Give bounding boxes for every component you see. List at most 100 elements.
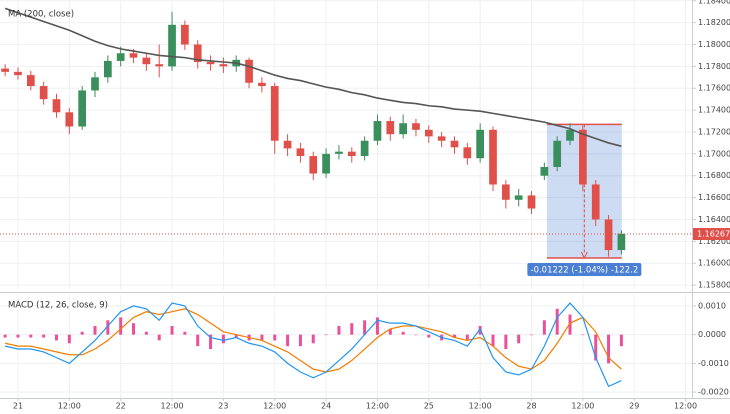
histogram-bar [80,331,84,335]
y-tick-label: 1.15800 [698,281,730,290]
x-tick-label: 12:00 [58,402,81,411]
y-tick-label: 0.0000 [698,330,726,339]
x-tick-label: 22 [116,402,126,411]
measure-label-box [527,262,642,276]
histogram-bar [452,334,456,338]
candle-body [386,121,395,135]
candle-body [566,129,574,141]
candle-body [129,53,138,58]
candle-body [245,59,253,83]
candle-body [437,136,446,141]
candle-body [450,140,459,148]
candle-body [412,123,420,130]
candle-body [489,129,497,185]
candle-body [1,68,9,72]
y-tick-label: 1.17400 [698,106,730,115]
candle-body [424,129,433,137]
histogram-bar [504,334,508,350]
candle-body [335,151,343,154]
histogram-bar [119,317,123,335]
histogram-bar [106,320,110,335]
histogram-bar [388,328,392,335]
histogram-bar [607,334,611,364]
candle-body [26,75,35,87]
candle-body [193,44,202,63]
histogram-bar [54,334,58,341]
histogram-bar [170,326,174,335]
histogram-bar [311,334,315,344]
histogram-bar [16,334,20,338]
candle-body [116,53,125,61]
candle-body [463,147,472,159]
y-tick-label: 1.16400 [698,215,730,224]
candle-body [501,184,510,200]
candle-body [476,129,485,159]
macd-line [5,308,622,373]
candle-body [270,86,279,141]
histogram-bar [234,334,238,338]
ma-line [4,7,622,147]
x-tick-label: 12:00 [161,402,184,411]
histogram-bar [555,308,559,335]
histogram-bar [363,320,367,335]
candle-body [52,99,61,113]
histogram-bar [530,334,534,336]
candle-body [540,166,549,176]
y-tick-label: 1.16000 [698,259,730,268]
candle-body [347,151,356,157]
candle-body [91,77,99,91]
last-price-label: 1.16267 [697,230,730,239]
x-tick-label: 12:00 [469,402,492,411]
candle-body [399,123,407,135]
candle-body [527,195,536,209]
histogram-bar [157,334,161,341]
histogram-bar [29,334,33,338]
histogram-bar [337,326,341,335]
y-tick-label: -0.0010 [698,359,729,368]
histogram-bar [401,331,405,335]
histogram-bar [324,334,328,336]
indicator-label: MACD (12, 26, close, 9) [8,301,108,311]
histogram-bar [42,334,46,338]
histogram-bar [67,334,71,344]
x-tick-label: 23 [218,402,228,411]
y-tick-label: 1.17600 [698,84,730,93]
histogram-bar [93,326,97,335]
histogram-bar [427,334,431,338]
x-tick-label: 24 [321,402,331,411]
y-tick-label: 1.18200 [698,18,730,27]
histogram-bar [581,334,585,336]
x-tick-label: 12:00 [571,402,594,411]
candle-body [155,64,164,67]
candle-body [39,86,48,100]
y-tick-label: 0.0010 [698,301,726,310]
candle-body [591,184,600,220]
x-tick-label: 12:00 [263,402,286,411]
histogram-bar [594,334,598,361]
candle-body [219,64,228,67]
indicator-label: MA (200, close) [8,10,74,20]
candle-body [514,195,523,200]
histogram-bar [209,334,213,350]
candle-body [168,24,176,67]
measure-label: -0.01222 (-1.04%) -122.2 [531,265,639,275]
x-tick-label: 12:00 [366,402,389,411]
histogram-bar [183,331,187,335]
x-tick-label: 25 [424,402,434,411]
histogram-bar [286,334,290,347]
candle-body [103,60,112,78]
histogram-bar [542,320,546,335]
y-tick-label: -0.0020 [698,388,729,397]
candle-body [283,140,292,149]
candle-body [322,153,330,174]
histogram-bar [221,334,225,344]
x-tick-label: 12:00 [674,402,697,411]
y-tick-label: 1.18400 [698,0,730,5]
y-tick-label: 1.16200 [698,237,730,246]
candle-body [142,57,151,65]
measure-arrow-head [580,251,588,260]
histogram-bar [414,334,418,336]
candle-body [14,71,22,76]
y-tick-label: 1.16800 [698,171,730,180]
